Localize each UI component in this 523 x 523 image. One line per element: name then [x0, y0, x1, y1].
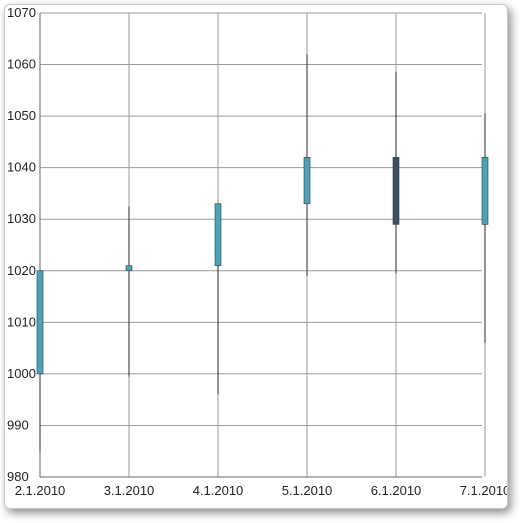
candle-body: [303, 157, 311, 205]
candle-body: [214, 203, 222, 266]
x-tick-label: 7.1.2010: [460, 483, 507, 498]
y-tick-label: 1020: [7, 263, 36, 278]
x-tick-label: 2.1.2010: [15, 483, 66, 498]
x-tick-label: 3.1.2010: [104, 483, 155, 498]
candle-body: [392, 157, 400, 225]
candle-body: [481, 157, 489, 225]
y-tick-label: 1070: [7, 5, 36, 20]
y-tick-label: 990: [7, 417, 29, 432]
x-tick-label: 4.1.2010: [193, 483, 244, 498]
y-tick-label: 1010: [7, 314, 36, 329]
x-tick-label: 5.1.2010: [282, 483, 333, 498]
candle-body: [125, 265, 133, 272]
candlestick-chart: 980 990 1000 1010 1020 1030 1040 1050 1060 1070 2.…: [7, 5, 507, 498]
x-tick-label: 6.1.2010: [371, 483, 422, 498]
chart-frame: 980 990 1000 1010 1020 1030 1040 1050 1060 1070 2.…: [4, 4, 508, 509]
y-tick-label: 1040: [7, 160, 36, 175]
y-tick-label: 1060: [7, 57, 36, 72]
y-tick-label: 980: [7, 469, 29, 484]
candle-body: [36, 270, 44, 375]
y-tick-label: 1000: [7, 366, 36, 381]
y-tick-label: 1050: [7, 108, 36, 123]
y-tick-label: 1030: [7, 211, 36, 226]
